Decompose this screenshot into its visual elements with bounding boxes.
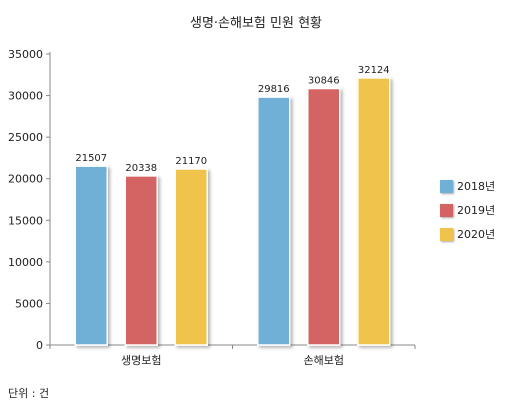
data-label: 32124 xyxy=(358,65,390,76)
labels: 21507 20338 21170 생명보험 29816 30846 32124 손해보험 xyxy=(75,65,389,367)
data-label: 21507 xyxy=(75,153,107,164)
x-tick-label: 생명보험 xyxy=(121,354,161,367)
data-label: 29816 xyxy=(258,84,290,95)
chart-title: 생명·손해보험 민원 현황 xyxy=(190,16,322,31)
x-tick-label: 손해보험 xyxy=(304,353,344,367)
bar xyxy=(124,175,158,346)
bar xyxy=(74,165,108,346)
bar xyxy=(257,96,291,346)
axes: 0 5000 10000 15000 20000 25000 30000 35000 xyxy=(8,48,416,352)
legend-swatch xyxy=(440,227,453,241)
legend-item-2020: 2020년 xyxy=(440,222,495,246)
y-tick-label: 0 xyxy=(36,339,43,352)
bar xyxy=(357,77,391,346)
legend-label: 2020년 xyxy=(457,228,496,241)
legend-item-2018: 2018년 xyxy=(440,174,495,198)
data-label: 30846 xyxy=(308,76,340,87)
data-label: 20338 xyxy=(125,163,157,174)
legend-swatch xyxy=(440,203,453,217)
bars xyxy=(74,77,391,346)
bar xyxy=(307,87,341,346)
legend-label: 2019년 xyxy=(457,204,496,217)
legend: 2018년 2019년 2020년 xyxy=(440,174,495,246)
data-label: 21170 xyxy=(175,156,207,167)
y-tick-label: 5000 xyxy=(15,297,43,310)
legend-label: 2018년 xyxy=(457,180,496,193)
y-tick-label: 15000 xyxy=(8,214,43,227)
y-tick-label: 30000 xyxy=(8,90,43,103)
legend-swatch xyxy=(440,179,453,193)
legend-item-2019: 2019년 xyxy=(440,198,495,222)
unit-note: 단위 : 건 xyxy=(8,387,50,400)
y-tick-label: 25000 xyxy=(8,131,43,144)
y-tick-label: 10000 xyxy=(8,256,43,269)
y-tick-label: 35000 xyxy=(8,48,43,61)
y-tick-label: 20000 xyxy=(8,173,43,186)
bar xyxy=(174,168,208,346)
